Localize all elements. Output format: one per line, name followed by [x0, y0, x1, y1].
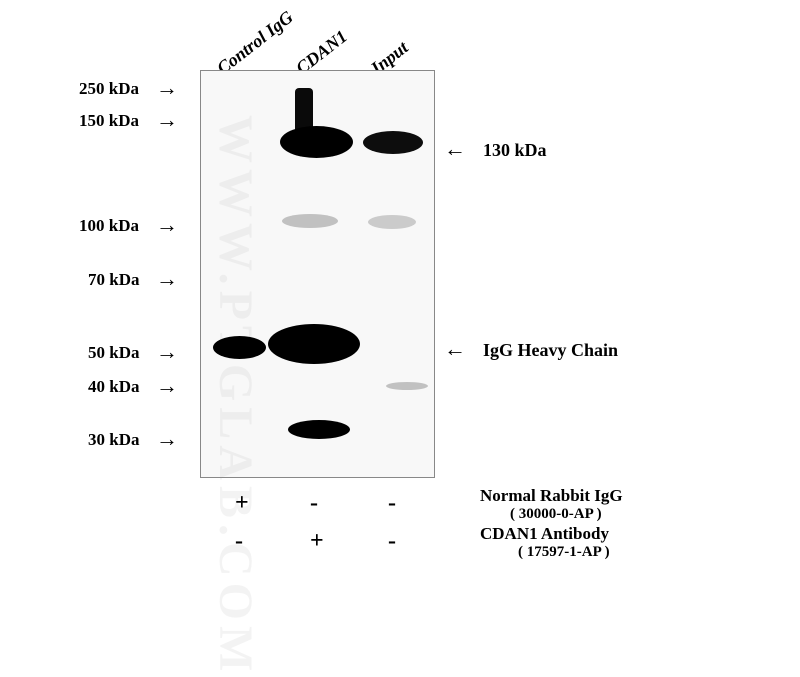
arrow-left-icon: ←	[444, 336, 466, 362]
band	[213, 336, 266, 359]
band	[368, 215, 416, 229]
arrow-left-icon: ←	[444, 136, 466, 162]
arrow-right-icon: →	[156, 339, 178, 365]
plus-minus: +	[235, 490, 249, 517]
band	[268, 324, 360, 364]
plus-minus: -	[235, 528, 243, 555]
mw-marker: 40 kDa	[88, 377, 139, 397]
arrow-right-icon: →	[156, 107, 178, 133]
band	[288, 420, 350, 439]
plus-minus: +	[310, 528, 324, 555]
arrow-right-icon: →	[156, 426, 178, 452]
band	[363, 131, 423, 154]
lane-label-control: Control IgG	[213, 7, 297, 79]
band	[282, 214, 338, 228]
arrow-right-icon: →	[156, 212, 178, 238]
band	[280, 126, 353, 158]
western-blot-figure: Control IgG CDAN1 Input WWW.PTGLAB.COM 2…	[0, 0, 800, 600]
mw-marker: 30 kDa	[88, 430, 139, 450]
arrow-right-icon: →	[156, 266, 178, 292]
mw-marker: 100 kDa	[79, 216, 139, 236]
antibody-name: CDAN1 Antibody	[480, 524, 609, 544]
mw-marker: 250 kDa	[79, 79, 139, 99]
antibody-name: Normal Rabbit IgG	[480, 486, 623, 506]
igg-heavy-chain-label: IgG Heavy Chain	[483, 340, 618, 361]
plus-minus: -	[310, 490, 318, 517]
target-band-label: 130 kDa	[483, 140, 547, 161]
arrow-right-icon: →	[156, 373, 178, 399]
mw-marker: 70 kDa	[88, 270, 139, 290]
band	[295, 88, 313, 136]
arrow-right-icon: →	[156, 75, 178, 101]
mw-marker: 50 kDa	[88, 343, 139, 363]
antibody-catalog: ( 17597-1-AP )	[518, 544, 610, 561]
plus-minus: -	[388, 528, 396, 555]
band	[386, 382, 428, 390]
mw-marker: 150 kDa	[79, 111, 139, 131]
plus-minus: -	[388, 490, 396, 517]
antibody-catalog: ( 30000-0-AP )	[510, 506, 602, 523]
